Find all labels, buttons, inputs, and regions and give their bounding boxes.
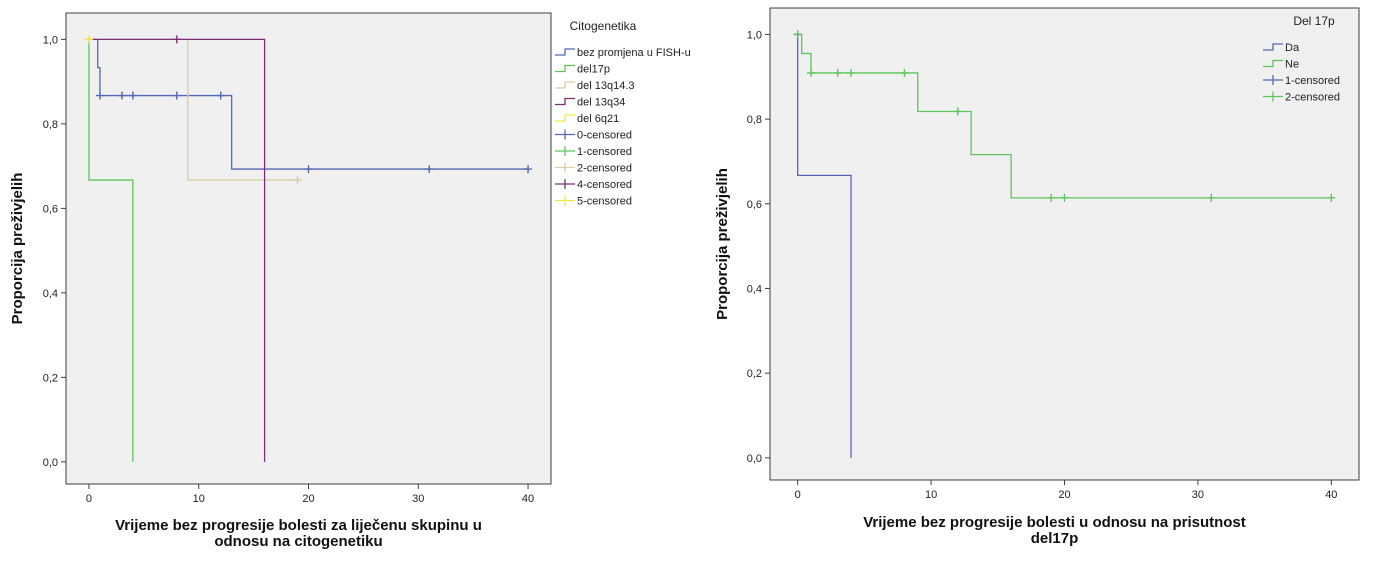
censor-mark <box>847 68 856 77</box>
y-tick-label: 0,6 <box>43 203 58 215</box>
x-tick-label: 40 <box>1325 489 1337 501</box>
series-line-Ne <box>797 33 1332 199</box>
legend-step-icon <box>555 64 575 73</box>
legend-item: Da <box>1285 42 1300 54</box>
plot-area <box>65 12 552 485</box>
series-line-del-13q34 <box>88 38 266 462</box>
x-tick-label: 20 <box>1058 489 1070 501</box>
series-line-bez-promjena-u-FISH-u <box>88 38 529 170</box>
censor-mark <box>128 91 137 100</box>
censor-mark <box>807 68 816 77</box>
x-axis-label: Vrijeme bez progresije bolesti za liječe… <box>115 517 482 534</box>
y-tick-label: 0,8 <box>43 119 58 131</box>
legend-item: del 13q14.3 <box>577 80 635 92</box>
censor-mark <box>524 165 533 174</box>
legend-item: bez promjena u FISH-u <box>577 47 691 59</box>
y-tick-label: 0,2 <box>747 368 762 380</box>
legend-item: 1-censored <box>1285 75 1340 87</box>
censor-mark <box>953 107 962 116</box>
censor-mark <box>117 91 126 100</box>
legend-item: del17p <box>577 64 610 76</box>
legend-step-icon <box>555 97 575 106</box>
y-tick-label: 0,0 <box>747 453 762 465</box>
legend-censor-icon <box>555 179 575 189</box>
legend-title: Citogenetika <box>570 19 637 33</box>
censor-mark <box>172 35 181 44</box>
x-tick-label: 10 <box>193 493 205 505</box>
x-tick-label: 30 <box>1192 489 1204 501</box>
legend-item: 1-censored <box>577 146 632 158</box>
legend-step-icon <box>555 81 575 89</box>
x-tick-label: 0 <box>795 489 801 501</box>
censor-mark <box>425 165 434 174</box>
y-axis-label: Proporcija preživjelih <box>714 168 731 320</box>
y-tick-label: 1,0 <box>747 29 762 41</box>
y-tick-label: 0,6 <box>747 199 762 211</box>
legend-item: 0-censored <box>577 130 632 142</box>
censor-mark <box>833 68 842 77</box>
legend-step-icon <box>1263 43 1283 51</box>
x-tick-label: 20 <box>302 493 314 505</box>
y-axis-label: Proporcija preživjelih <box>9 173 26 325</box>
legend-censor-icon <box>1263 91 1283 102</box>
censor-mark <box>1047 193 1056 202</box>
censor-mark <box>293 176 302 185</box>
y-tick-label: 0,0 <box>43 457 58 469</box>
censor-mark <box>1207 193 1216 202</box>
legend-censor-icon <box>1263 75 1283 85</box>
legend-title: Del 17p <box>1293 14 1335 28</box>
y-tick-label: 0,4 <box>43 288 58 300</box>
legend-censor-icon <box>555 195 575 206</box>
x-tick-label: 10 <box>925 489 937 501</box>
legend-item: 5-censored <box>577 196 632 208</box>
legend-censor-icon <box>555 129 575 140</box>
x-tick-label: 40 <box>522 493 534 505</box>
x-axis-label: del17p <box>1031 530 1079 547</box>
legend-step-icon <box>555 48 575 56</box>
survival-chart-citogenetika: 0,0 0,2 0,4 0,6 0,8 1,0 0 10 20 30 40 Proporcija pr… <box>9 12 691 550</box>
legend-step-icon <box>1263 59 1283 68</box>
censor-mark <box>1327 193 1336 202</box>
chart-svg-right: 0,0 0,2 0,4 0,6 0,8 1,0 0 10 20 30 40 Proporcija pr… <box>714 7 1360 547</box>
x-tick-label: 0 <box>86 493 92 505</box>
legend-item: 4-censored <box>577 179 632 191</box>
y-tick-label: 0,2 <box>43 372 58 384</box>
legend-item: Ne <box>1285 59 1299 71</box>
censor-mark <box>1060 193 1069 202</box>
censor-mark <box>84 35 93 44</box>
legend-item: del 6q21 <box>577 113 619 125</box>
x-axis-label: odnosu na citogenetiku <box>214 533 382 550</box>
legend-item: del 13q34 <box>577 97 625 109</box>
survival-chart-del17p: 0,0 0,2 0,4 0,6 0,8 1,0 0 10 20 30 40 Proporcija pr… <box>700 0 1375 556</box>
censor-mark <box>304 165 313 174</box>
legend-item: 2-censored <box>577 163 632 175</box>
series-line-Da <box>797 34 852 458</box>
legend-item: 2-censored <box>1285 92 1340 104</box>
legend-step-icon <box>555 114 575 122</box>
censor-mark <box>793 30 802 39</box>
y-tick-label: 1,0 <box>43 34 58 46</box>
x-tick-label: 30 <box>412 493 424 505</box>
legend-censor-icon <box>555 146 575 156</box>
legend-censor-icon <box>555 162 575 173</box>
x-axis-label: Vrijeme bez progresije bolesti u odnosu … <box>863 514 1246 531</box>
series-line-del17p <box>88 39 134 462</box>
y-tick-label: 0,8 <box>747 114 762 126</box>
censor-mark <box>172 91 181 100</box>
censor-mark <box>216 91 225 100</box>
plot-area <box>769 7 1360 481</box>
censor-mark <box>95 91 104 100</box>
y-tick-label: 0,4 <box>747 283 762 295</box>
censor-mark <box>900 68 909 77</box>
chart-svg-left: 0,0 0,2 0,4 0,6 0,8 1,0 0 10 20 30 40 Proporcija pr… <box>9 12 691 550</box>
